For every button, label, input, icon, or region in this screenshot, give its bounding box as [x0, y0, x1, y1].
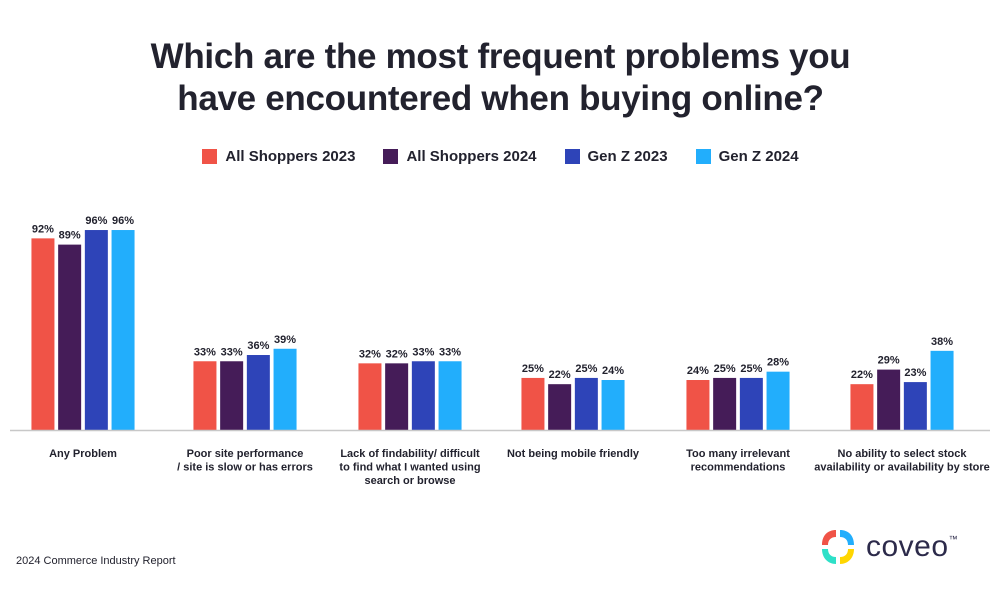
- data-label: 96%: [112, 215, 134, 227]
- bar: [877, 369, 901, 430]
- bar: [739, 377, 763, 430]
- data-label: 29%: [878, 355, 900, 367]
- bar: [903, 382, 927, 430]
- chart-title-line-1: Which are the most frequent problems you: [150, 37, 851, 76]
- bar: [358, 363, 382, 430]
- bar: [713, 377, 737, 430]
- data-label: 32%: [386, 348, 408, 360]
- category-label: availability or availability by store: [814, 462, 989, 474]
- data-label: 33%: [412, 346, 434, 358]
- category-label: search or browse: [364, 475, 455, 487]
- logo-trademark: ™: [948, 534, 959, 544]
- legend-swatch: [202, 149, 218, 164]
- category-label: Lack of findability/ difficult: [340, 448, 480, 460]
- category-label: Any Problem: [49, 448, 117, 460]
- legend-label: Gen Z 2024: [718, 148, 799, 165]
- category-label: No ability to select stock: [838, 448, 968, 460]
- bar: [850, 384, 874, 430]
- data-label: 25%: [740, 363, 762, 375]
- data-label: 36%: [247, 340, 269, 352]
- data-label: 39%: [274, 334, 296, 346]
- category-label: recommendations: [691, 462, 786, 474]
- data-label: 92%: [32, 223, 54, 235]
- bar: [766, 371, 790, 430]
- data-label: 22%: [851, 369, 873, 381]
- bar: [438, 361, 462, 430]
- bar: [548, 384, 572, 430]
- data-label: 22%: [549, 369, 571, 381]
- coveo-logo-text: coveo™: [866, 530, 958, 564]
- legend: All Shoppers 2023 All Shoppers 2024 Gen …: [0, 148, 1001, 165]
- bar: [58, 244, 82, 430]
- bar: [930, 350, 954, 430]
- category-label: Too many irrelevant: [686, 448, 790, 460]
- chart-title: Which are the most frequent problems you…: [0, 36, 1001, 120]
- chart-title-line-2: have encountered when buying online?: [177, 79, 824, 118]
- category-label: to find what I wanted using: [339, 462, 480, 474]
- data-label: 24%: [602, 365, 624, 377]
- bar: [521, 377, 545, 430]
- category-label: Poor site performance: [187, 448, 304, 460]
- bar: [574, 377, 598, 430]
- data-label: 33%: [439, 346, 461, 358]
- bar: [601, 380, 625, 430]
- data-label: 33%: [194, 346, 216, 358]
- bar: [31, 238, 55, 430]
- data-label: 38%: [931, 336, 953, 348]
- footer-source: 2024 Commerce Industry Report: [16, 555, 176, 567]
- legend-item-all-shoppers-2023: All Shoppers 2023: [202, 148, 355, 165]
- bar: [411, 361, 435, 430]
- legend-swatch: [695, 149, 711, 164]
- data-label: 25%: [522, 363, 544, 375]
- bar: [273, 348, 297, 430]
- data-label: 23%: [904, 367, 926, 379]
- bar: [220, 361, 244, 430]
- data-label: 25%: [714, 363, 736, 375]
- data-label: 96%: [85, 215, 107, 227]
- bar: [84, 230, 108, 430]
- legend-swatch: [383, 149, 399, 164]
- data-label: 89%: [59, 230, 81, 242]
- legend-item-gen-z-2023: Gen Z 2023: [564, 148, 668, 165]
- coveo-logo-icon: [822, 530, 854, 564]
- coveo-logo: coveo™: [818, 527, 958, 567]
- bar: [193, 361, 217, 430]
- legend-swatch: [564, 149, 580, 164]
- legend-item-gen-z-2024: Gen Z 2024: [695, 148, 799, 165]
- legend-item-all-shoppers-2024: All Shoppers 2024: [383, 148, 537, 165]
- bar: [111, 230, 135, 430]
- bar: [385, 363, 409, 430]
- legend-label: All Shoppers 2024: [406, 148, 537, 165]
- data-label: 24%: [687, 365, 709, 377]
- logo-wordmark: coveo: [866, 530, 949, 563]
- data-label: 32%: [359, 348, 381, 360]
- legend-label: All Shoppers 2023: [225, 148, 356, 165]
- data-label: 33%: [221, 346, 243, 358]
- bar: [686, 380, 710, 430]
- data-label: 28%: [767, 357, 789, 369]
- category-label: / site is slow or has errors: [177, 462, 313, 474]
- legend-label: Gen Z 2023: [587, 148, 668, 165]
- category-label: Not being mobile friendly: [507, 448, 640, 460]
- data-label: 25%: [575, 363, 597, 375]
- bar: [246, 355, 270, 430]
